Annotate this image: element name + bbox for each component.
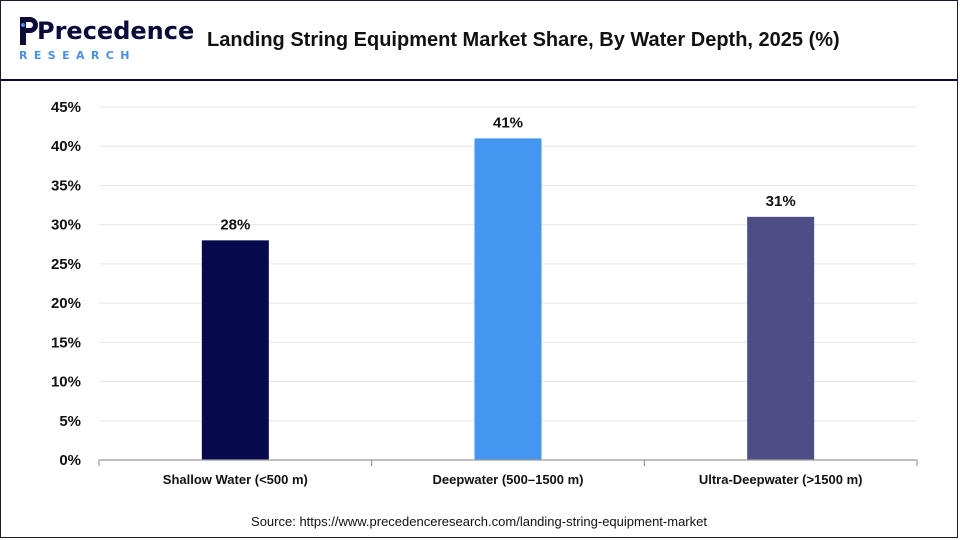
precedence-research-logo: Precedence RESEARCH [17,15,194,67]
data-label: 31% [766,193,796,210]
bar-chart: 0% 5% 10% 15% 20% 25% 30% 35% 40% 45% 28% 41% 31% S… [51,99,918,487]
logo-p-icon [20,17,38,45]
y-tick-label: 35% [51,177,81,194]
x-tick-label: Shallow Water (<500 m) [163,472,308,487]
x-tick-label: Ultra-Deepwater (>1500 m) [699,472,863,487]
y-tick-label: 25% [51,256,81,273]
y-tick-label: 20% [51,295,81,312]
data-labels: 28% 41% 31% [220,114,795,233]
x-axis [98,459,918,466]
y-tick-label: 15% [51,334,81,351]
logo-word: Precedence [37,17,195,45]
bar [474,138,542,460]
data-label: 41% [493,114,523,131]
chart-header: Precedence RESEARCH Landing String Equip… [1,1,957,81]
bars [201,138,815,460]
logo-subword: RESEARCH [19,49,136,62]
y-tick-label: 40% [51,138,81,155]
bar [201,240,269,460]
y-tick-label: 45% [51,99,81,116]
chart-title: Landing String Equipment Market Share, B… [207,29,840,51]
category-labels: Shallow Water (<500 m) Deepwater (500–150… [163,472,863,487]
y-axis-ticks: 0% 5% 10% 15% 20% 25% 30% 35% 40% 45% [51,99,81,469]
bar [747,216,815,460]
y-tick-label: 30% [51,217,81,234]
x-tick-label: Deepwater (500–1500 m) [432,472,583,487]
y-tick-label: 5% [59,413,81,430]
y-tick-label: 10% [51,374,81,391]
y-tick-label: 0% [59,452,81,469]
source-note: Source: https://www.precedenceresearch.c… [251,514,707,529]
data-label: 28% [220,216,250,233]
